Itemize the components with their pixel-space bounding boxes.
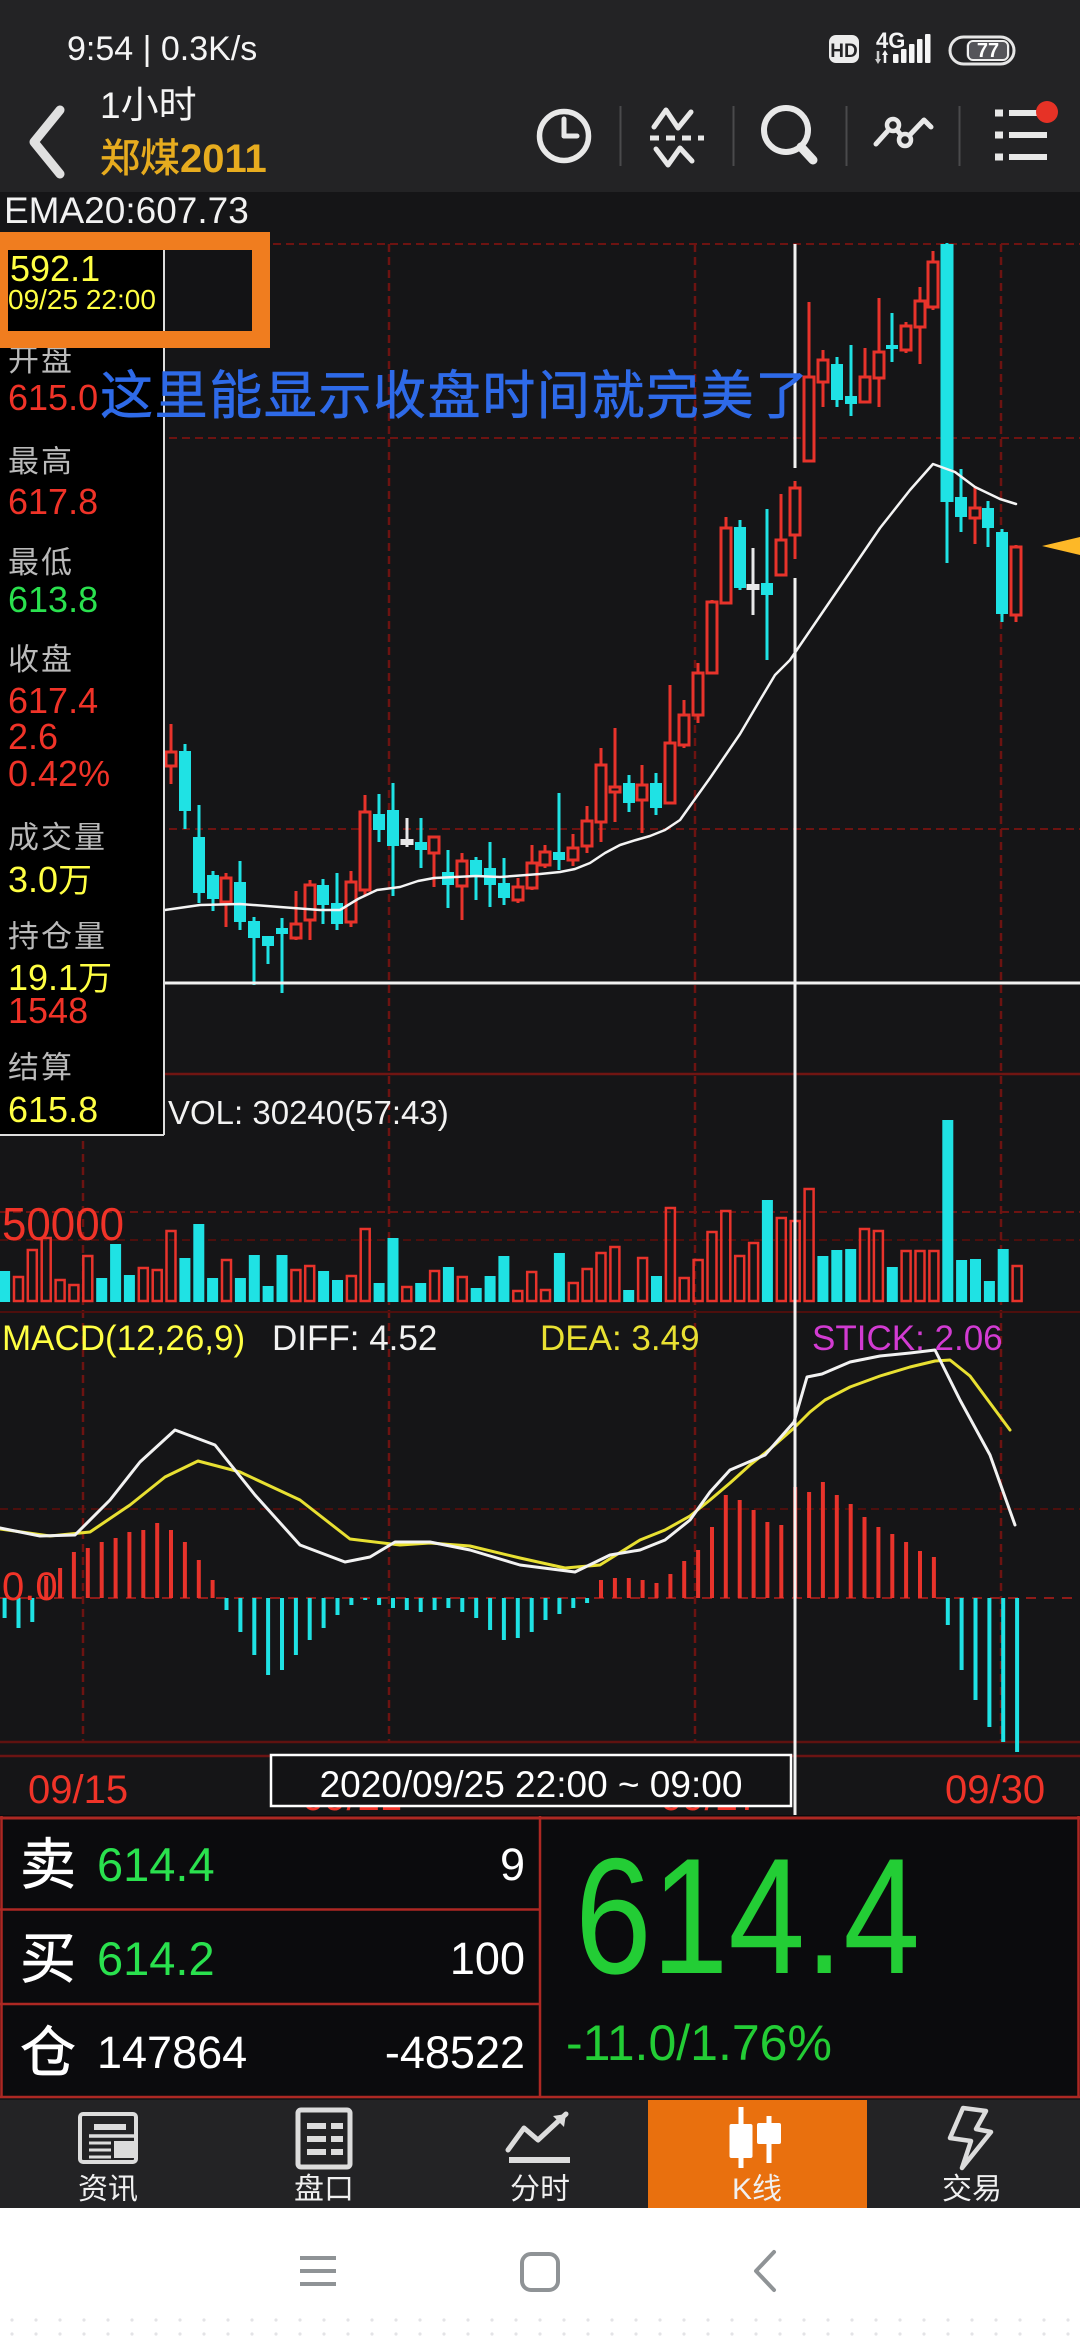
- svg-text:617.8: 617.8: [8, 481, 98, 522]
- svg-text:MACD(12,26,9): MACD(12,26,9): [2, 1319, 245, 1358]
- svg-text:1: 1: [100, 85, 121, 126]
- svg-text:2020/09/25 22:00 ~ 09:00: 2020/09/25 22:00 ~ 09:00: [320, 1764, 743, 1805]
- svg-text:147864: 147864: [97, 2027, 247, 2078]
- svg-text:-48522: -48522: [385, 2027, 525, 2078]
- svg-text:2011: 2011: [180, 137, 267, 181]
- svg-text:0.0: 0.0: [2, 1565, 58, 1609]
- svg-text:DIFF: 4.52: DIFF: 4.52: [272, 1319, 437, 1358]
- svg-text:77: 77: [977, 40, 999, 62]
- svg-text:K: K: [732, 2173, 752, 2206]
- svg-text:09/30: 09/30: [945, 1768, 1045, 1812]
- svg-text:EMA20:607.73: EMA20:607.73: [4, 190, 249, 231]
- svg-text:614.2: 614.2: [97, 1932, 215, 1985]
- svg-text:615.0: 615.0: [8, 377, 98, 418]
- svg-text:613.8: 613.8: [8, 579, 98, 620]
- svg-text:1548: 1548: [8, 990, 88, 1031]
- svg-text:614.4: 614.4: [575, 1824, 920, 2008]
- svg-text:614.4: 614.4: [97, 1838, 215, 1891]
- svg-text:9:54 | 0.3K/s: 9:54 | 0.3K/s: [67, 30, 257, 68]
- svg-text:09/25 22:00: 09/25 22:00: [8, 284, 156, 315]
- svg-text:50000: 50000: [2, 1198, 124, 1250]
- svg-text:592.1: 592.1: [10, 248, 100, 289]
- svg-text:4G: 4G: [876, 28, 905, 53]
- svg-text:VOL: 30240(57:43): VOL: 30240(57:43): [168, 1094, 449, 1131]
- svg-text:615.8: 615.8: [8, 1089, 98, 1130]
- svg-text:19.1: 19.1: [8, 957, 78, 998]
- svg-text:9: 9: [500, 1839, 525, 1890]
- svg-text:HD: HD: [830, 41, 857, 62]
- svg-text:617.4: 617.4: [8, 680, 98, 721]
- svg-text:09/15: 09/15: [28, 1768, 128, 1812]
- svg-text:2.6: 2.6: [8, 716, 58, 757]
- svg-text:DEA: 3.49: DEA: 3.49: [540, 1319, 700, 1358]
- svg-text:0.42%: 0.42%: [8, 753, 110, 794]
- svg-text:STICK: 2.06: STICK: 2.06: [812, 1319, 1003, 1358]
- svg-text:-11.0/1.76%: -11.0/1.76%: [566, 2015, 832, 2071]
- svg-text:3.0: 3.0: [8, 859, 58, 900]
- svg-text:100: 100: [450, 1933, 525, 1984]
